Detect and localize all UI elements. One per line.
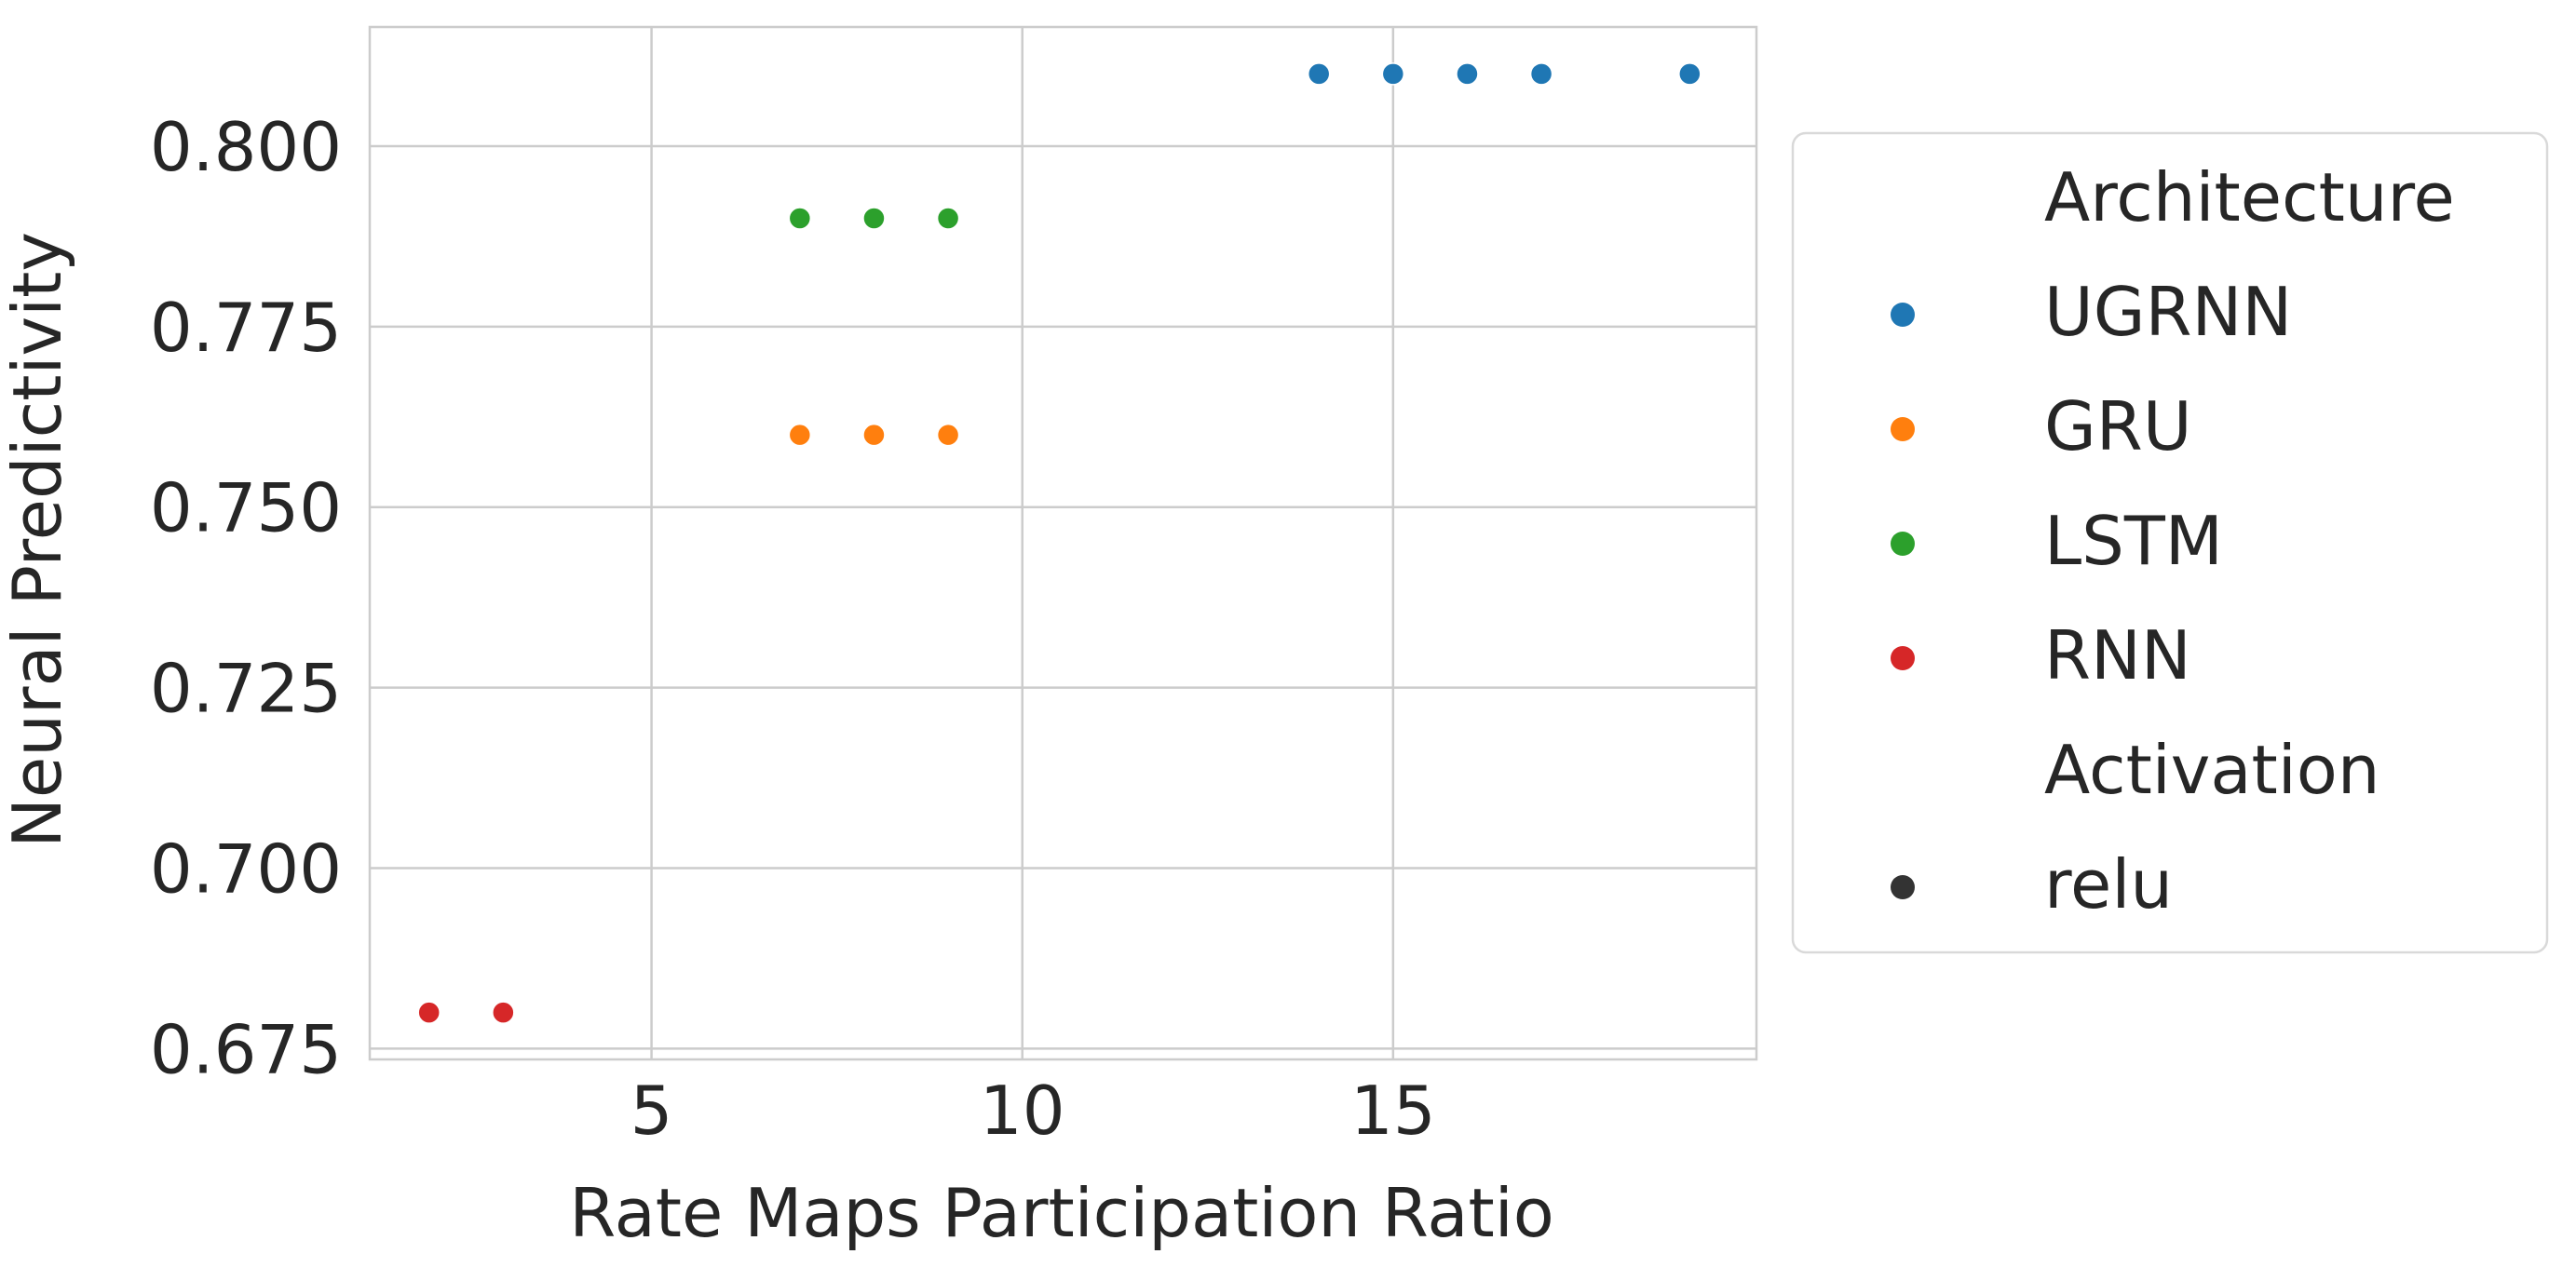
legend-item-lstm-marker (1891, 532, 1915, 556)
y-tick-label: 0.800 (150, 108, 342, 186)
legend-item-relu-marker (1891, 875, 1915, 899)
legend-item-gru-marker (1891, 417, 1915, 441)
x-tick-label: 15 (1350, 1072, 1436, 1150)
point-lstm (936, 207, 960, 230)
point-ugrnn (1456, 62, 1479, 86)
grid (370, 27, 1756, 1059)
legend-item-gru-label: GRU (2044, 387, 2192, 465)
legend: Architecture UGRNN GRU LSTM RNN Activation rel… (1791, 131, 2549, 954)
legend-item-relu-label: relu (2044, 845, 2173, 924)
y-tick-label: 0.725 (150, 650, 342, 728)
legend-title-architecture: Architecture (2044, 158, 2455, 236)
legend-item-lstm-label: LSTM (2044, 502, 2223, 580)
legend-item-rnn-label: RNN (2044, 616, 2191, 694)
y-tick-label: 0.700 (150, 829, 342, 908)
x-axis-label: Rate Maps Participation Ratio (569, 1174, 1554, 1252)
legend-title-activation: Activation (2044, 731, 2379, 809)
y-tick-label: 0.775 (150, 289, 342, 367)
point-rnn (492, 1001, 515, 1024)
x-tick-label: 5 (630, 1072, 673, 1150)
legend-item-rnn-marker (1891, 646, 1915, 670)
point-gru (862, 423, 886, 447)
point-ugrnn (1307, 62, 1331, 86)
y-axis-ticks: 0.675 0.700 0.725 0.750 0.775 0.800 (150, 108, 342, 1088)
point-ugrnn (1678, 62, 1702, 86)
point-gru (936, 423, 960, 447)
x-tick-label: 10 (980, 1072, 1065, 1150)
point-lstm (862, 207, 886, 230)
x-axis-ticks: 5 10 15 (630, 1072, 1436, 1150)
data-points (417, 62, 1702, 1024)
point-lstm (788, 207, 812, 230)
y-axis-label: Neural Predictivity (0, 232, 76, 848)
point-ugrnn (1529, 62, 1553, 86)
legend-item-ugrnn-marker (1891, 303, 1915, 327)
y-tick-label: 0.750 (150, 469, 342, 547)
point-ugrnn (1381, 62, 1405, 86)
legend-frame (1791, 131, 2549, 954)
point-rnn (417, 1001, 441, 1024)
legend-item-ugrnn-label: UGRNN (2044, 273, 2292, 351)
plot-area-frame (368, 25, 1758, 1061)
point-gru (788, 423, 812, 447)
y-tick-label: 0.675 (150, 1010, 342, 1088)
